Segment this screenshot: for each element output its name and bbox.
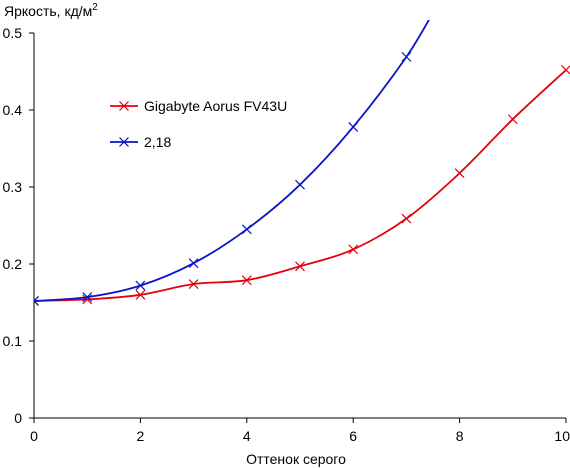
series-2-line [34,20,430,302]
series-1-point-stroke-b [241,275,252,286]
series-2-point [188,258,199,269]
series-2-point-stroke-b [295,179,305,190]
y-axis-title: Яркость, кд/м2 [4,2,98,19]
series-2-point [135,280,146,291]
x-tick-label: 0 [30,428,38,444]
series-1-point [188,279,199,289]
series-2-point-stroke-a [34,300,39,306]
series-2-point [82,292,93,303]
series-1-point [401,213,412,224]
y-axis-title-superscript: 2 [92,2,98,13]
x-tick-label: 6 [349,428,357,444]
series-1-point-stroke-b [188,279,199,289]
series-1-point [454,168,465,179]
series-2-point-stroke-b [241,224,252,235]
series-2-point-stroke-b [188,258,199,269]
x-tick-label: 4 [243,428,251,444]
series-1-point [135,289,146,300]
series-1-point-stroke-b [561,65,570,75]
series-1-point-stroke-b [348,244,359,255]
series-2-point-stroke-b [82,292,93,303]
x-tick-label: 2 [137,428,145,444]
y-tick-label: 0 [14,410,22,426]
series-1-point [295,261,305,272]
legend-item-1-marker [119,101,129,111]
series-2-point [295,179,305,190]
x-tick-label: 8 [456,428,464,444]
x-axis-title: Оттенок серого [246,451,346,467]
series-1-point-stroke-b [454,168,465,179]
y-tick-label: 0.5 [3,25,23,41]
series-1-point [348,244,359,255]
series-1-point-stroke-b [295,261,305,272]
series-1-point [561,65,570,75]
y-tick-label: 0.3 [3,179,23,195]
legend-item-2-label: 2,18 [144,134,171,150]
legend-item-2-marker-stroke-b [119,137,129,147]
series-1-point [507,114,518,125]
series-1-line [34,69,567,302]
series-1-point [241,275,252,286]
series-1-point-stroke-b [401,213,412,224]
series-2-point-stroke-b [135,280,146,291]
series-1-point-stroke-b [507,114,518,125]
x-tick-label: 10 [554,428,570,444]
series-2-point [401,51,412,62]
legend-item-2-marker [119,137,129,147]
legend-item-1-label: Gigabyte Aorus FV43U [144,98,287,114]
series-2-point-stroke-b [348,122,359,132]
legend-item-1-marker-stroke-b [119,101,129,111]
series-2-point [348,122,359,132]
series-2-point-stroke-b [34,296,39,302]
y-tick-label: 0.1 [3,333,23,349]
series-2-point [241,224,252,235]
series-2-point [34,296,39,306]
series-2-point-stroke-b [401,51,412,62]
y-tick-label: 0.4 [3,102,23,118]
y-tick-label: 0.2 [3,256,23,272]
series-1-point-stroke-b [135,289,146,300]
